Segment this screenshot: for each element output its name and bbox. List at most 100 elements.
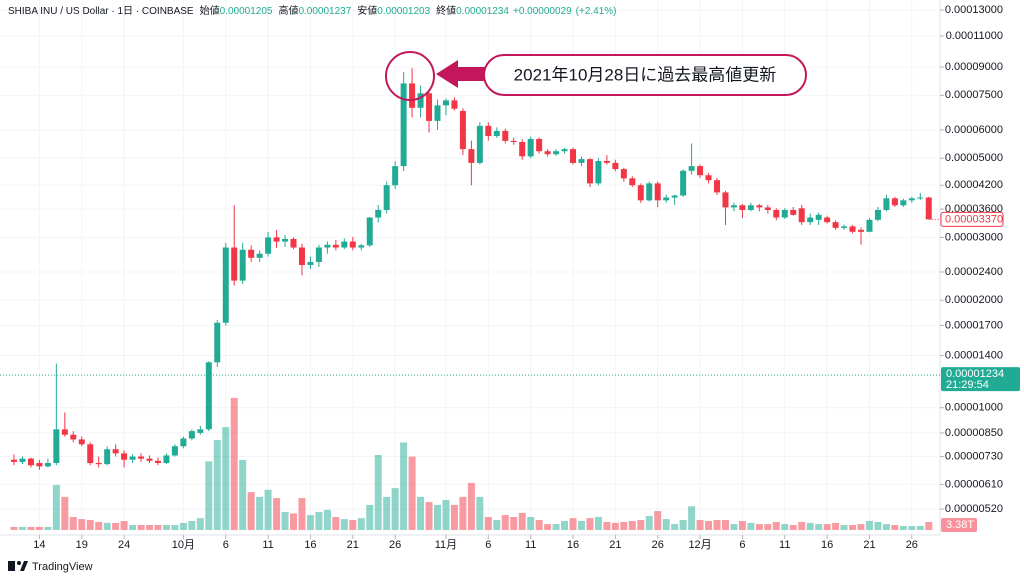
x-tick-label: 14	[33, 539, 45, 551]
annotation-box	[483, 54, 807, 96]
volume-bar	[577, 521, 585, 530]
volume-bar	[281, 512, 289, 530]
volume-bar	[239, 459, 247, 530]
candle-body	[502, 130, 509, 141]
volume-bar	[569, 518, 577, 530]
candle-body	[61, 429, 68, 435]
change-value: +0.00000029	[513, 6, 572, 17]
x-tick-label: 26	[389, 539, 401, 551]
y-tick-label: 0.00001400	[945, 349, 1003, 361]
volume-bar	[611, 522, 619, 530]
candle-body	[841, 226, 848, 228]
candle-body	[138, 456, 145, 459]
volume-bar	[306, 515, 314, 530]
volume-bar	[561, 521, 569, 530]
volume-bar	[264, 489, 272, 530]
volume-bar	[162, 525, 170, 530]
volume-bar	[637, 520, 645, 530]
volume-bar	[806, 522, 814, 530]
x-tick-label: 24	[118, 539, 130, 551]
volume-bar	[137, 525, 145, 530]
candle-body	[714, 180, 721, 193]
volume-bar	[434, 504, 441, 530]
ohlc-value: 0.00001203	[377, 6, 430, 17]
candle-body	[324, 244, 331, 248]
candle-body	[27, 458, 34, 466]
volume-bar	[501, 515, 509, 530]
candle-body	[747, 205, 754, 210]
candle-body	[883, 198, 890, 210]
y-tick-label: 0.00002400	[945, 266, 1003, 278]
candle-body	[70, 434, 77, 440]
highlight-circle	[385, 51, 435, 101]
volume-badge	[941, 518, 977, 533]
candle-body	[112, 449, 119, 454]
volume-bar	[400, 442, 408, 530]
axes: 0.00013000 0.00011000 0.00009000 0.00007500…	[0, 4, 1020, 551]
candle-body	[730, 205, 737, 208]
volume-bar	[332, 516, 340, 530]
candle-body	[527, 138, 534, 157]
change-percent: (+2.41%)	[576, 6, 617, 17]
candle-body	[375, 209, 382, 218]
y-tick-label: 0.00002000	[945, 294, 1003, 306]
x-tick-label: 6	[485, 539, 491, 551]
y-tick-label: 0.00005000	[945, 152, 1003, 164]
volume-bar	[340, 519, 348, 530]
volume-bar	[688, 506, 696, 530]
candle-body	[383, 185, 390, 210]
x-tick-label: 11	[525, 539, 536, 551]
header: SHIBA INU / US Dollar · 1日 · COINBASE 始値0…	[8, 4, 617, 17]
grid	[0, 0, 940, 535]
volume-bar	[671, 524, 679, 530]
volume-bar	[154, 525, 162, 530]
volume-bar	[730, 524, 738, 530]
volume-bar	[383, 496, 391, 530]
candle-body	[154, 460, 161, 464]
volume-bar	[366, 504, 374, 530]
volume-bar	[391, 488, 399, 530]
candle-body	[620, 169, 627, 179]
candle-body	[349, 241, 356, 248]
price-pane	[11, 68, 932, 470]
volume-bar	[891, 525, 899, 530]
volume-bar	[662, 519, 670, 530]
candle-body	[459, 110, 466, 150]
volume-bar	[35, 526, 43, 530]
candle-body	[570, 149, 577, 163]
ohlc-label: 終値	[436, 4, 456, 17]
candle-body	[722, 192, 729, 208]
candle-body	[11, 459, 17, 462]
candle-body	[476, 125, 483, 163]
volume-bar	[103, 522, 111, 530]
volume-pane	[10, 397, 933, 530]
volume-bar	[129, 525, 137, 530]
volume-bar	[205, 461, 213, 530]
candle-body	[688, 166, 695, 171]
candle-body	[256, 253, 263, 258]
candle-body	[815, 214, 822, 220]
y-tick-label: 0.00001700	[945, 319, 1003, 331]
candle-body	[671, 195, 678, 198]
volume-bar	[146, 525, 154, 530]
x-tick-label: 19	[76, 539, 88, 551]
current-price-label: 0.00001234	[946, 368, 1004, 380]
volume-bar	[628, 521, 636, 530]
candle-body	[129, 456, 136, 460]
candle-body	[239, 249, 246, 281]
volume-bar	[721, 520, 729, 530]
candle-body	[561, 149, 568, 152]
candle-body	[273, 237, 280, 242]
volume-bar	[815, 524, 823, 530]
ohlc-value: 0.00001237	[298, 6, 351, 17]
x-tick-label: 26	[906, 539, 918, 551]
volume-bar	[679, 520, 687, 530]
candle-body	[332, 244, 339, 248]
x-tick-label: 21	[347, 539, 359, 551]
volume-bar	[323, 509, 331, 530]
candle-body	[104, 449, 111, 465]
candle-body	[536, 138, 543, 152]
y-tick-label: 0.00003000	[945, 231, 1003, 243]
